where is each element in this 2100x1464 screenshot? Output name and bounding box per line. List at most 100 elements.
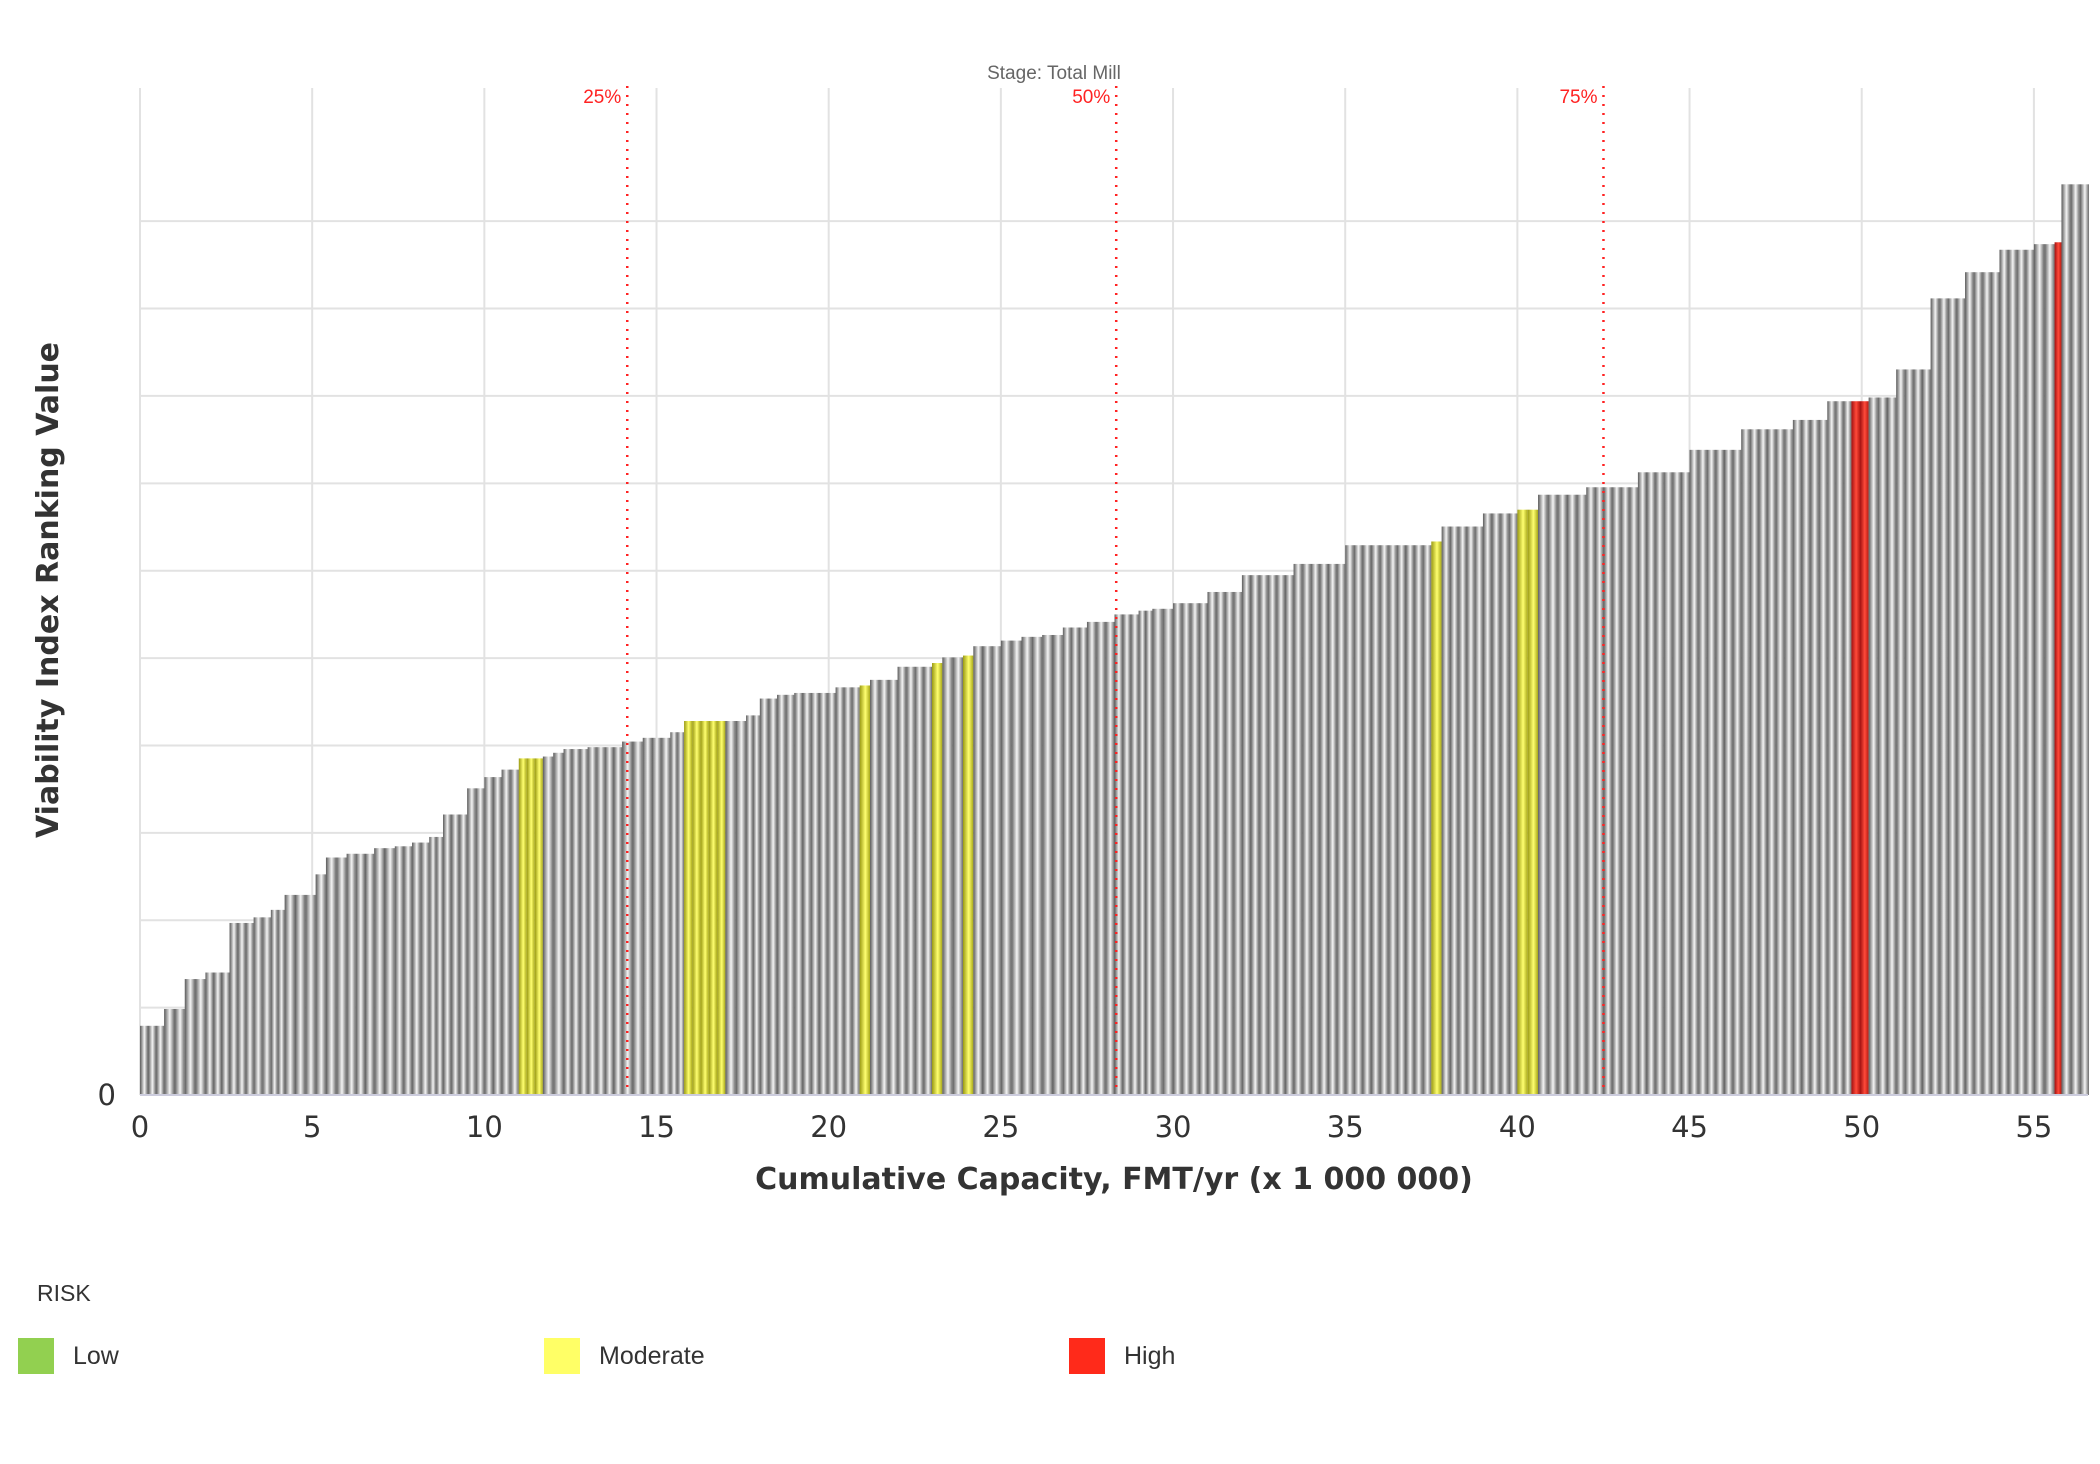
bar[interactable] — [1441, 526, 1450, 1095]
bar[interactable] — [148, 1025, 157, 1095]
bar[interactable] — [843, 687, 852, 1095]
bar[interactable] — [1749, 429, 1759, 1095]
bar[interactable] — [1860, 401, 1869, 1096]
bar[interactable] — [1319, 563, 1328, 1095]
bar[interactable] — [2025, 249, 2034, 1095]
bar[interactable] — [436, 836, 444, 1095]
bar[interactable] — [2070, 184, 2080, 1095]
bar[interactable] — [859, 685, 871, 1095]
bar[interactable] — [1646, 472, 1656, 1095]
bar[interactable] — [325, 857, 337, 1095]
bar[interactable] — [1284, 575, 1294, 1095]
bar[interactable] — [384, 848, 395, 1095]
bar[interactable] — [1913, 369, 1922, 1095]
bar[interactable] — [897, 666, 907, 1095]
bar[interactable] — [412, 842, 421, 1095]
bar[interactable] — [819, 692, 828, 1095]
bar[interactable] — [923, 666, 932, 1095]
bar[interactable] — [553, 752, 564, 1095]
bar[interactable] — [526, 758, 535, 1095]
bar[interactable] — [1396, 545, 1406, 1095]
bar[interactable] — [810, 692, 820, 1095]
bar[interactable] — [475, 788, 485, 1095]
bar[interactable] — [195, 979, 206, 1095]
bar[interactable] — [670, 732, 678, 1095]
bar[interactable] — [1207, 591, 1217, 1095]
bar[interactable] — [1500, 513, 1509, 1095]
bar[interactable] — [1422, 545, 1432, 1095]
bar[interactable] — [1449, 526, 1459, 1095]
bar[interactable] — [364, 853, 375, 1095]
bar[interactable] — [1181, 603, 1191, 1095]
bar[interactable] — [2061, 184, 2071, 1095]
bar[interactable] — [229, 922, 238, 1095]
bar[interactable] — [661, 737, 671, 1095]
bar[interactable] — [622, 741, 633, 1095]
bar[interactable] — [1130, 614, 1139, 1095]
bar[interactable] — [651, 737, 662, 1095]
bar[interactable] — [1216, 591, 1225, 1095]
bar[interactable] — [284, 894, 295, 1095]
bar[interactable] — [1122, 614, 1131, 1095]
bar[interactable] — [1000, 640, 1012, 1095]
bar[interactable] — [1999, 249, 2009, 1095]
bar[interactable] — [1886, 397, 1897, 1095]
bar[interactable] — [420, 842, 430, 1095]
bar[interactable] — [1775, 429, 1785, 1095]
bar[interactable] — [262, 917, 271, 1095]
bar[interactable] — [1566, 494, 1577, 1096]
bar[interactable] — [717, 721, 726, 1095]
bar[interactable] — [2054, 242, 2062, 1095]
bar[interactable] — [991, 646, 1001, 1095]
bar[interactable] — [735, 721, 747, 1095]
bar[interactable] — [1293, 563, 1303, 1095]
bar[interactable] — [835, 687, 844, 1095]
bar[interactable] — [205, 972, 214, 1095]
bar[interactable] — [277, 909, 285, 1095]
bar[interactable] — [355, 853, 365, 1095]
bar[interactable] — [1843, 401, 1852, 1096]
bar[interactable] — [1345, 545, 1354, 1095]
bar[interactable] — [1603, 487, 1613, 1095]
bar[interactable] — [245, 922, 254, 1095]
bar[interactable] — [1096, 621, 1106, 1095]
bar[interactable] — [429, 836, 437, 1095]
bar[interactable] — [1896, 369, 1905, 1095]
bar[interactable] — [2044, 244, 2055, 1095]
bar[interactable] — [1801, 419, 1811, 1095]
bar[interactable] — [1612, 487, 1621, 1095]
bar[interactable] — [1114, 614, 1123, 1095]
bar[interactable] — [1835, 401, 1844, 1096]
bar[interactable] — [1982, 272, 1991, 1095]
bar[interactable] — [1741, 429, 1750, 1095]
bar[interactable] — [1021, 636, 1032, 1095]
bar[interactable] — [394, 846, 404, 1095]
bar[interactable] — [888, 679, 898, 1095]
bar[interactable] — [802, 692, 811, 1095]
bar[interactable] — [746, 715, 753, 1095]
bar[interactable] — [982, 646, 992, 1095]
bar[interactable] — [467, 788, 476, 1095]
bar[interactable] — [1758, 429, 1768, 1095]
bar[interactable] — [1431, 541, 1442, 1095]
bar[interactable] — [1362, 545, 1372, 1095]
bar[interactable] — [1921, 369, 1931, 1095]
bar[interactable] — [336, 857, 347, 1095]
bar[interactable] — [1594, 487, 1604, 1095]
bar[interactable] — [164, 1008, 175, 1095]
bar[interactable] — [305, 894, 316, 1095]
bar[interactable] — [1868, 397, 1878, 1095]
bar[interactable] — [613, 747, 623, 1095]
bar[interactable] — [270, 909, 278, 1095]
bar[interactable] — [794, 692, 803, 1095]
bar[interactable] — [1491, 513, 1501, 1095]
bar[interactable] — [942, 657, 953, 1095]
bar[interactable] — [1152, 608, 1163, 1095]
bar[interactable] — [1482, 513, 1492, 1095]
bar[interactable] — [1078, 627, 1087, 1096]
bar[interactable] — [2079, 184, 2089, 1095]
bar[interactable] — [579, 749, 588, 1095]
bar[interactable] — [604, 747, 614, 1095]
bar[interactable] — [1241, 575, 1251, 1095]
bar[interactable] — [1990, 272, 2000, 1095]
